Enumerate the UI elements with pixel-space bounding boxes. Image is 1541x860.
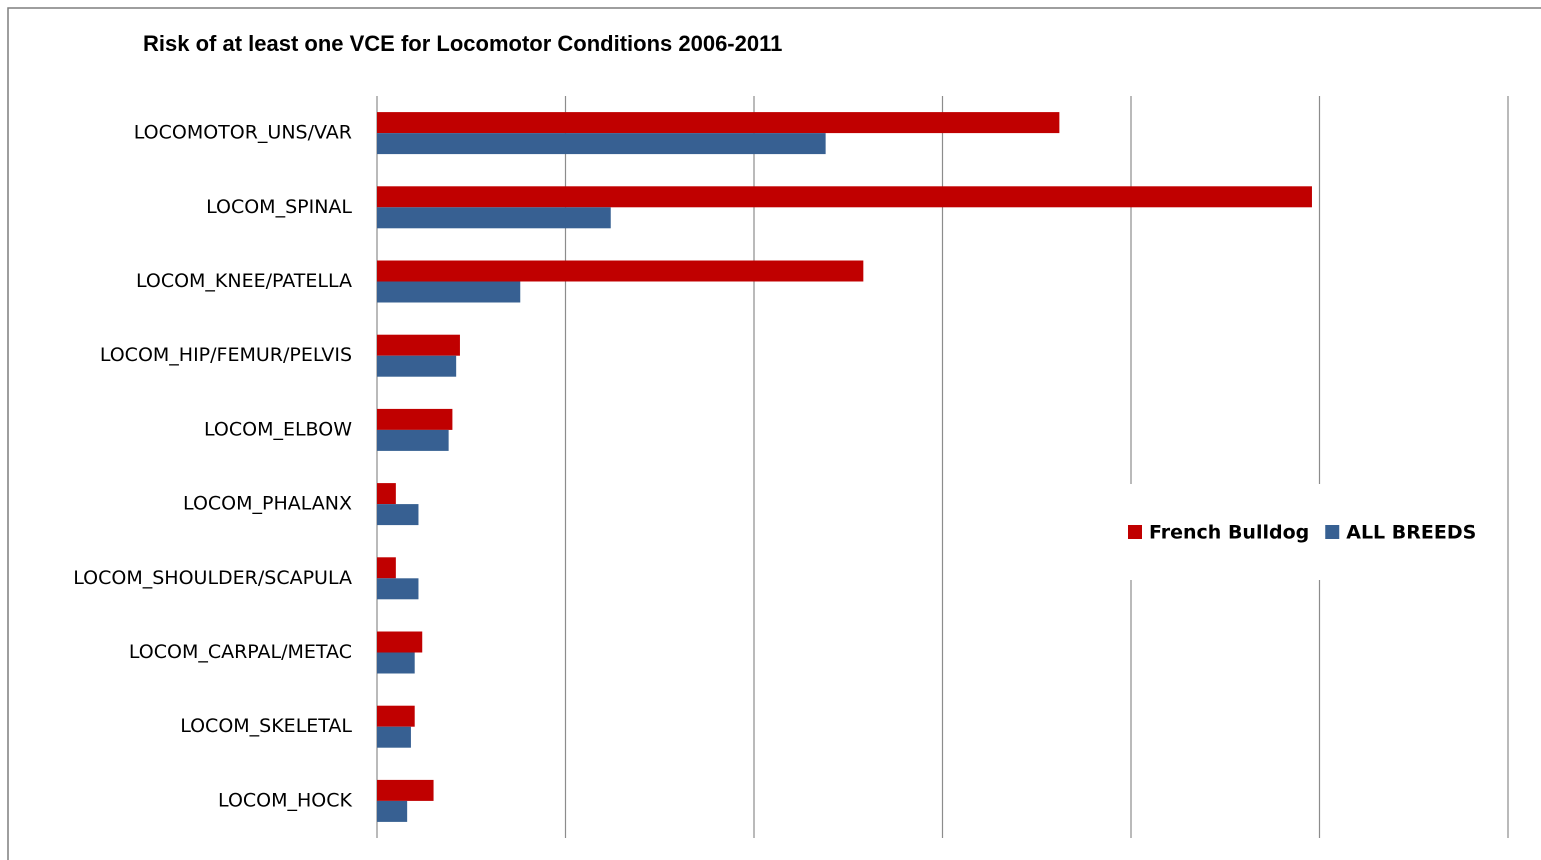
bar bbox=[377, 281, 521, 303]
bar bbox=[377, 631, 423, 653]
y-tick-label: LOCOM_PHALANX bbox=[183, 493, 352, 515]
bar bbox=[377, 355, 457, 377]
y-tick-label: LOCOM_HOCK bbox=[218, 789, 352, 811]
chart-title: Risk of at least one VCE for Locomotor C… bbox=[143, 31, 782, 56]
bar bbox=[377, 334, 460, 356]
bar bbox=[377, 429, 449, 451]
legend-swatch bbox=[1128, 525, 1142, 539]
bar bbox=[377, 504, 419, 526]
bar bbox=[377, 705, 415, 727]
y-tick-label: LOCOM_HIP/FEMUR/PELVIS bbox=[100, 344, 352, 366]
bar bbox=[377, 186, 1312, 208]
legend-swatch bbox=[1325, 525, 1340, 539]
y-tick-label: LOCOM_SKELETAL bbox=[180, 715, 352, 737]
bar bbox=[377, 779, 434, 801]
bar bbox=[377, 800, 408, 822]
y-tick-label: LOCOMOTOR_UNS/VAR bbox=[134, 122, 352, 144]
bar bbox=[377, 726, 411, 748]
y-tick-label: LOCOM_SPINAL bbox=[206, 196, 352, 218]
bar bbox=[377, 260, 864, 282]
legend-background bbox=[1118, 484, 1493, 580]
y-tick-label: LOCOM_SHOULDER/SCAPULA bbox=[73, 567, 352, 589]
legend-label: French Bulldog bbox=[1149, 522, 1309, 544]
y-tick-label: LOCOM_KNEE/PATELLA bbox=[136, 270, 352, 292]
bar bbox=[377, 483, 396, 505]
bar bbox=[377, 557, 396, 579]
bar bbox=[377, 652, 415, 674]
bar bbox=[377, 408, 453, 430]
bar bbox=[377, 207, 611, 229]
bar bbox=[377, 112, 1060, 134]
y-tick-label: LOCOM_CARPAL/METAC bbox=[129, 641, 352, 663]
legend: French Bulldog ALL BREEDS bbox=[1118, 484, 1493, 580]
bar bbox=[377, 133, 826, 155]
legend-label: ALL BREEDS bbox=[1346, 522, 1476, 544]
y-tick-label: LOCOM_ELBOW bbox=[204, 418, 352, 440]
bar bbox=[377, 578, 419, 600]
